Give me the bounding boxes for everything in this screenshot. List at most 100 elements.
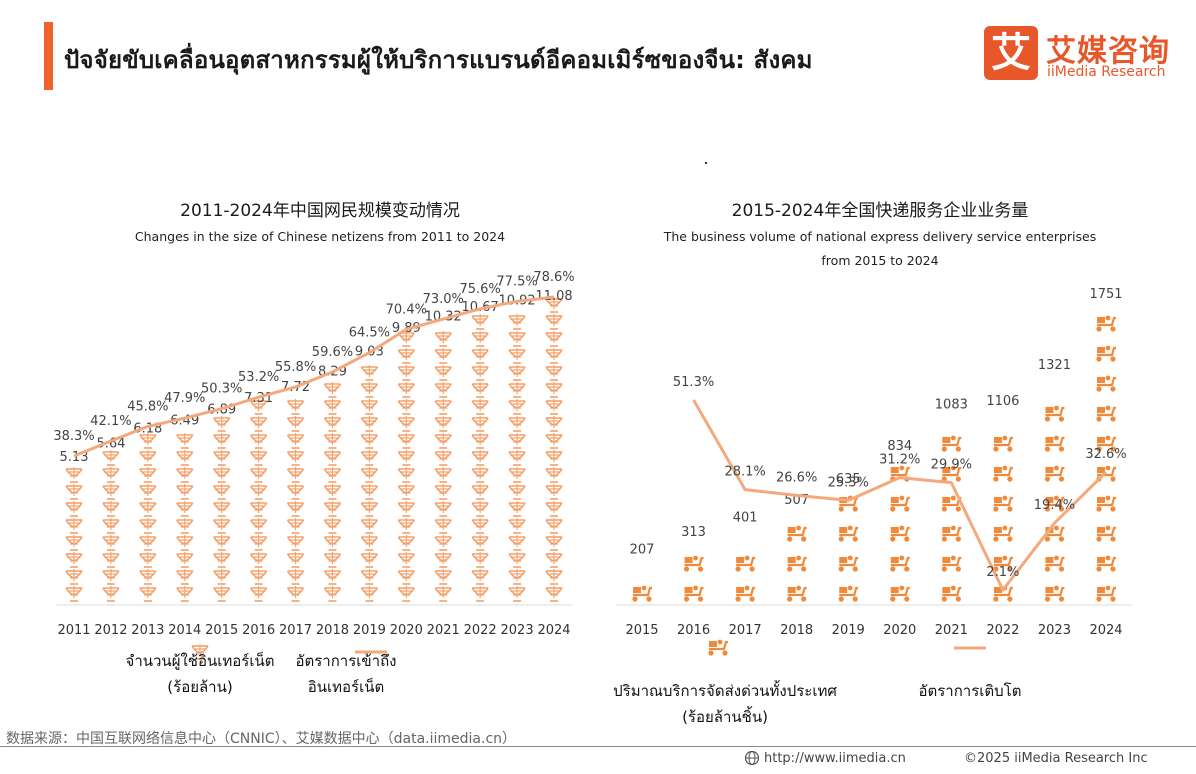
line-value-label: 2.1% bbox=[986, 565, 1019, 580]
bar-value-label: 401 bbox=[733, 511, 758, 526]
line-value-label: 75.6% bbox=[459, 282, 500, 297]
x-tick-label: 2016 bbox=[677, 623, 710, 638]
legend-bar-line2: (ร้อยล้านชิ้น) bbox=[682, 708, 768, 726]
line-value-label: 19.4% bbox=[1034, 498, 1075, 513]
series-line bbox=[692, 399, 1108, 592]
x-tick-label: 2020 bbox=[390, 623, 423, 638]
bar-2019 bbox=[360, 365, 379, 602]
line-value-label: 26.6% bbox=[776, 470, 817, 485]
title-accent-bar bbox=[44, 22, 53, 90]
line-value-label: 32.6% bbox=[1085, 447, 1126, 462]
bar-2018 bbox=[323, 382, 342, 602]
line-value-label: 25.3% bbox=[828, 475, 869, 490]
chart-title: 2011-2024年中国网民规模变动情况 bbox=[180, 201, 460, 221]
x-tick-label: 2020 bbox=[883, 623, 916, 638]
bar-value-label: 1751 bbox=[1089, 287, 1122, 302]
netizen-plot: 2011 2012 2013 2014 2015 2016 2017 2018 2019 2020… bbox=[53, 270, 575, 660]
bar-2013 bbox=[139, 433, 157, 602]
line-value-label: 55.8% bbox=[275, 360, 316, 375]
legend-bar-line1: ปริมาณบริการจัดส่งด่วนทั้งประเทศ bbox=[613, 682, 837, 700]
bar-2011 bbox=[65, 467, 83, 602]
logo-mark: 艾 bbox=[984, 26, 1038, 80]
line-value-label: 53.2% bbox=[238, 370, 279, 385]
legend-bar-express: ปริมาณบริการจัดส่งด่วนทั้งประเทศ (ร้อยล้… bbox=[590, 678, 860, 730]
x-tick-label: 2017 bbox=[729, 623, 762, 638]
legend-bar-netizens: จำนวนผู้ใช้อินเทอร์เน็ต (ร้อยล้าน) bbox=[100, 648, 300, 700]
bar-2020 bbox=[890, 465, 910, 602]
bar-2021 bbox=[434, 331, 452, 602]
bar-value-label: 1083 bbox=[935, 398, 968, 413]
bar-2014 bbox=[176, 433, 194, 602]
x-tick-label: 2022 bbox=[464, 623, 497, 638]
x-tick-label: 2018 bbox=[780, 623, 813, 638]
line-value-label: 50.3% bbox=[201, 382, 242, 397]
legend-line-line1: อัตราการเติบโต bbox=[918, 682, 1022, 700]
line-value-label: 28.1% bbox=[724, 465, 765, 480]
bar-2017 bbox=[735, 555, 756, 602]
x-tick-label: 2015 bbox=[205, 623, 238, 638]
line-value-label: 64.5% bbox=[349, 326, 390, 341]
line-value-label: 59.6% bbox=[312, 345, 353, 360]
footer-divider bbox=[0, 746, 1196, 747]
series-line bbox=[73, 295, 555, 458]
x-tick-label: 2019 bbox=[832, 623, 865, 638]
legend-line-growth: อัตราการเติบโต bbox=[905, 678, 1035, 704]
bar-2024 bbox=[1096, 315, 1116, 602]
bar-2016 bbox=[683, 555, 704, 602]
line-value-label: 29.9% bbox=[931, 458, 972, 473]
logo-name-en: iiMedia Research bbox=[1047, 64, 1166, 80]
line-value-label: 51.3% bbox=[673, 375, 714, 390]
bar-value-label: 635 bbox=[836, 472, 861, 487]
bar-2023 bbox=[1044, 405, 1065, 602]
x-tick-label: 2018 bbox=[316, 623, 349, 638]
x-tick-label: 2021 bbox=[427, 623, 460, 638]
bar-value-label: 1321 bbox=[1038, 358, 1071, 373]
legend-bar-line1: จำนวนผู้ใช้อินเทอร์เน็ต bbox=[125, 652, 275, 670]
legend-line-penetration: อัตราการเข้าถึง อินเทอร์เน็ต bbox=[276, 648, 416, 700]
legend-line-line1: อัตราการเข้าถึง bbox=[295, 652, 397, 670]
copyright: ©2025 iiMedia Research Inc bbox=[964, 751, 1148, 766]
line-value-label: 77.5% bbox=[496, 274, 537, 289]
x-tick-label: 2023 bbox=[501, 623, 534, 638]
express-plot: 2015 2016 2017 2018 2019 2020 2021 2022 2023 2024… bbox=[616, 287, 1132, 656]
bar-2019 bbox=[838, 495, 859, 602]
line-value-label: 78.6% bbox=[533, 270, 574, 285]
data-source: 数据来源：中国互联网络信息中心（CNNIC）、艾媒数据中心（data.iimed… bbox=[6, 731, 517, 747]
chart-subtitle: Changes in the size of Chinese netizens … bbox=[134, 229, 506, 244]
chart-subtitle-line1: The business volume of national express … bbox=[663, 229, 1097, 244]
iimedia-logo: 艾 艾媒咨询 iiMedia Research bbox=[984, 24, 1184, 84]
bar-2023 bbox=[508, 314, 526, 602]
logo-name-cn: 艾媒咨询 bbox=[1046, 34, 1170, 69]
x-tick-label: 2022 bbox=[986, 623, 1019, 638]
bar-value-label: 207 bbox=[630, 543, 655, 558]
x-tick-label: 2013 bbox=[131, 623, 164, 638]
x-tick-label: 2014 bbox=[168, 623, 201, 638]
page-title: ปัจจัยขับเคลื่อนอุตสาหกรรมผู้ให้บริการแบ… bbox=[64, 46, 813, 74]
bar-value-label: 313 bbox=[681, 525, 706, 540]
express-chart: 2015-2024年全国快递服务企业业务量 The business volum… bbox=[600, 180, 1160, 726]
line-value-label: 42.1% bbox=[90, 414, 131, 429]
bar-2018 bbox=[787, 525, 807, 602]
x-tick-label: 2024 bbox=[537, 623, 570, 638]
bar-2022 bbox=[471, 314, 489, 602]
bar-2020 bbox=[397, 331, 415, 602]
x-tick-label: 2021 bbox=[935, 623, 968, 638]
chart-title: 2015-2024年全国快递服务企业业务量 bbox=[731, 201, 1029, 221]
bar-2016 bbox=[249, 399, 268, 602]
bar-value-label: 1106 bbox=[986, 394, 1019, 409]
legend-bar-line2: (ร้อยล้าน) bbox=[167, 678, 233, 696]
x-tick-label: 2024 bbox=[1089, 623, 1122, 638]
bar-2015 bbox=[632, 585, 652, 602]
bar-2015 bbox=[213, 416, 231, 602]
bar-value-label: 5.64 bbox=[96, 436, 125, 451]
chart-subtitle-line2: from 2015 to 2024 bbox=[821, 253, 939, 268]
bar-value-label: 834 bbox=[887, 439, 912, 454]
line-value-label: 38.3% bbox=[53, 429, 94, 444]
legend-bar-swatch bbox=[708, 639, 728, 656]
legend-line-line2: อินเทอร์เน็ต bbox=[307, 678, 385, 696]
website-link[interactable]: http://www.iimedia.cn bbox=[764, 751, 906, 766]
x-tick-label: 2012 bbox=[94, 623, 127, 638]
bar-2012 bbox=[102, 450, 120, 602]
x-tick-label: 2011 bbox=[57, 623, 90, 638]
x-tick-label: 2015 bbox=[625, 623, 658, 638]
